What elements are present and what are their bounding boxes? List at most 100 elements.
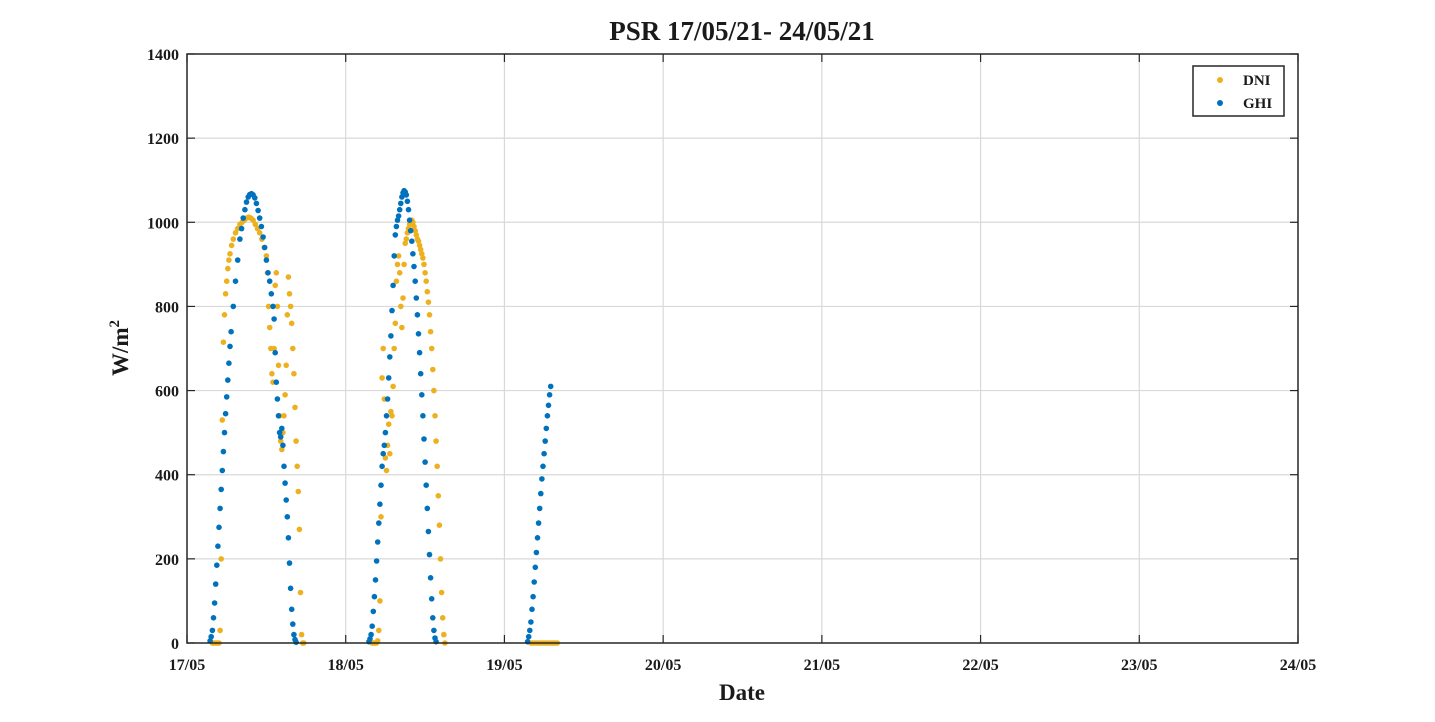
x-tick-label: 23/05 bbox=[1121, 657, 1157, 674]
ghi-point bbox=[214, 562, 220, 568]
y-axis-label-base: W/m bbox=[108, 327, 133, 376]
ghi-point bbox=[234, 257, 241, 263]
dni-point bbox=[263, 253, 270, 259]
dni-point bbox=[389, 413, 395, 419]
grid bbox=[187, 54, 1298, 643]
legend-marker-ghi bbox=[1217, 100, 1223, 106]
ghi-point bbox=[369, 623, 376, 629]
ghi-point bbox=[393, 223, 400, 230]
dni-point bbox=[387, 450, 393, 457]
dni-point bbox=[390, 383, 396, 390]
dni-point bbox=[426, 312, 433, 318]
ghi-point bbox=[374, 539, 381, 545]
ghi-point bbox=[217, 505, 223, 512]
dni-point bbox=[282, 392, 288, 398]
dni-point bbox=[439, 615, 446, 621]
dni-point bbox=[400, 295, 406, 301]
dni-point bbox=[284, 312, 291, 318]
dni-point bbox=[380, 345, 387, 352]
ghi-point bbox=[533, 549, 540, 556]
ghi-point bbox=[528, 619, 534, 625]
dni-point bbox=[281, 413, 287, 419]
ghi-point bbox=[276, 429, 283, 436]
ghi-point bbox=[390, 282, 396, 289]
dni-point bbox=[287, 303, 294, 310]
dni-point bbox=[428, 345, 435, 352]
x-axis-label: Date bbox=[719, 680, 765, 705]
dni-point bbox=[401, 261, 407, 268]
dni-point bbox=[383, 467, 390, 474]
dni-point bbox=[265, 303, 272, 310]
ghi-point bbox=[243, 199, 250, 205]
dni-point bbox=[416, 242, 423, 249]
ghi-point bbox=[385, 375, 392, 381]
y-tick-label: 600 bbox=[155, 384, 179, 401]
ghi-point bbox=[221, 429, 228, 436]
ghi-point bbox=[384, 396, 391, 402]
legend-label-ghi: GHI bbox=[1243, 96, 1272, 112]
dni-point bbox=[378, 514, 384, 520]
ghi-point bbox=[422, 459, 428, 465]
ghi-point bbox=[399, 194, 405, 200]
dni-point bbox=[430, 366, 436, 373]
ghi-point bbox=[543, 425, 550, 432]
dni-point bbox=[394, 261, 401, 268]
dni-point bbox=[294, 463, 301, 470]
dni-point bbox=[298, 631, 305, 638]
ghi-point bbox=[431, 627, 437, 634]
ghi-point bbox=[273, 379, 280, 386]
ghi-point bbox=[281, 463, 287, 470]
legend-marker-dni bbox=[1217, 77, 1223, 83]
ghi-point bbox=[293, 639, 299, 645]
ghi-point bbox=[219, 467, 226, 474]
dni-point bbox=[412, 227, 419, 234]
ghi-point bbox=[226, 360, 232, 367]
ghi-point bbox=[389, 307, 395, 314]
x-tick-label: 18/05 bbox=[327, 657, 363, 674]
ghi-point bbox=[426, 551, 433, 558]
ghi-point bbox=[407, 227, 414, 234]
dni-point bbox=[277, 438, 284, 444]
ghi-point bbox=[531, 579, 537, 585]
dni-point bbox=[279, 446, 285, 453]
ghi-point bbox=[227, 343, 233, 350]
ghi-point bbox=[416, 349, 423, 356]
ghi-point bbox=[538, 490, 544, 497]
ghi-point bbox=[542, 438, 548, 444]
ghi-point bbox=[266, 278, 273, 285]
dni-point bbox=[391, 345, 398, 352]
dni-point bbox=[421, 261, 427, 268]
y-tick-label: 800 bbox=[155, 299, 179, 316]
y-tick-label: 0 bbox=[171, 636, 179, 653]
data-points bbox=[207, 187, 561, 646]
ghi-point bbox=[430, 615, 436, 621]
ghi-point bbox=[392, 232, 399, 238]
dni-point bbox=[223, 278, 230, 285]
ghi-point bbox=[280, 442, 286, 449]
ghi-point bbox=[425, 528, 432, 535]
dni-point bbox=[436, 522, 443, 528]
legend-label-dni: DNI bbox=[1243, 73, 1271, 89]
dni-point bbox=[295, 488, 302, 495]
x-tick-label: 20/05 bbox=[645, 657, 681, 674]
dni-point bbox=[395, 253, 402, 259]
dni-point bbox=[403, 236, 410, 242]
dni-point bbox=[232, 230, 239, 236]
ghi-point bbox=[252, 195, 258, 201]
dni-point bbox=[431, 387, 437, 394]
ghi-point bbox=[288, 606, 295, 613]
ghi-point bbox=[370, 608, 377, 615]
dni-point bbox=[432, 413, 438, 419]
series-ghi bbox=[207, 187, 554, 645]
dni-point bbox=[425, 299, 432, 306]
ghi-point bbox=[410, 251, 416, 257]
dni-point bbox=[399, 324, 405, 331]
dni-point bbox=[266, 324, 273, 331]
ghi-point bbox=[391, 253, 398, 259]
dni-point bbox=[288, 320, 295, 327]
ghi-point bbox=[237, 236, 243, 242]
x-tick-label: 24/05 bbox=[1280, 657, 1316, 674]
ghi-point bbox=[240, 215, 246, 221]
ghi-point bbox=[285, 535, 292, 541]
